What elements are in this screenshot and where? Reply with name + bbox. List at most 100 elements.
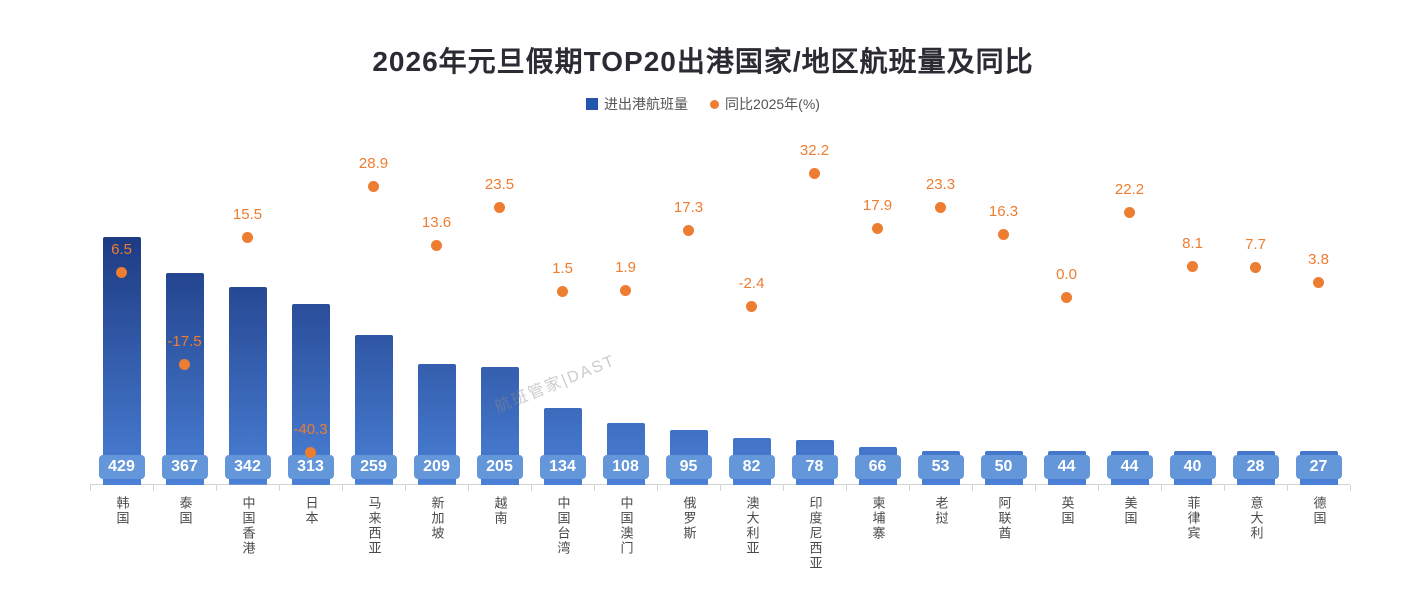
x-axis-label-text: 老挝 xyxy=(933,496,949,526)
axis-tick xyxy=(215,485,217,491)
yoy-value-label: 23.3 xyxy=(925,176,956,194)
x-axis-label: 俄罗斯 xyxy=(657,496,720,541)
legend-label-flight-volume: 进出港航班量 xyxy=(604,96,689,112)
x-axis-label: 老挝 xyxy=(909,496,972,526)
x-axis-label-text: 中国香港 xyxy=(240,496,256,556)
x-axis-label-text: 新加坡 xyxy=(429,496,445,541)
x-axis-label: 印度尼西亚 xyxy=(783,496,846,571)
axis-tick xyxy=(1349,485,1351,491)
x-axis-label: 韩国 xyxy=(90,496,153,526)
x-axis-label: 德国 xyxy=(1287,496,1350,526)
x-axis-label-text: 马来西亚 xyxy=(366,496,382,556)
axis-tick xyxy=(971,485,973,491)
chart-column-5: 259 28.9 马来西亚 xyxy=(342,130,405,556)
legend: 进出港航班量 同比2025年(%) xyxy=(0,94,1406,114)
yoy-dot xyxy=(179,359,190,371)
flight-volume-value-badge: 205 xyxy=(476,455,523,479)
chart-column-17: 44 22.2 美国 xyxy=(1098,130,1161,526)
x-axis-label: 英国 xyxy=(1035,496,1098,526)
x-axis-label: 阿联酋 xyxy=(972,496,1035,541)
yoy-value-label: 1.9 xyxy=(615,258,636,276)
axis-tick xyxy=(404,485,406,491)
axis-tick xyxy=(782,485,784,491)
chart-column-8: 134 1.5 中国台湾 xyxy=(531,130,594,556)
yoy-dot xyxy=(1313,277,1324,289)
flight-volume-bar xyxy=(102,237,141,485)
flight-volume-value-badge: 44 xyxy=(1106,455,1153,479)
flight-volume-bar xyxy=(165,272,204,485)
yoy-value-label: 17.3 xyxy=(673,199,704,217)
yoy-dot xyxy=(494,201,505,213)
flight-volume-value-badge: 108 xyxy=(602,455,649,479)
chart-title: 2026年元旦假期TOP20出港国家/地区航班量及同比 xyxy=(372,46,1034,77)
flight-volume-bar xyxy=(228,287,267,485)
flight-volume-value-badge: 53 xyxy=(917,455,964,479)
yoy-dot xyxy=(683,225,694,237)
flight-volume-value-badge: 209 xyxy=(413,455,460,479)
x-axis-label-text: 印度尼西亚 xyxy=(807,496,823,571)
x-axis-label: 中国台湾 xyxy=(531,496,594,556)
x-axis-label: 美国 xyxy=(1098,496,1161,526)
x-axis-label: 日本 xyxy=(279,496,342,526)
legend-item-flight-volume[interactable]: 进出港航班量 xyxy=(586,94,688,114)
chart-column-10: 95 17.3 俄罗斯 xyxy=(657,130,720,541)
chart-column-15: 50 16.3 阿联酋 xyxy=(972,130,1035,541)
axis-tick xyxy=(1223,485,1225,491)
yoy-dot xyxy=(1061,292,1072,303)
yoy-dot xyxy=(809,168,820,180)
yoy-dot xyxy=(872,223,883,235)
chart-column-6: 209 13.6 新加坡 xyxy=(405,130,468,541)
yoy-value-label: -40.3 xyxy=(293,421,328,439)
axis-tick xyxy=(530,485,532,491)
x-axis-label: 中国香港 xyxy=(216,496,279,556)
x-axis-label-text: 美国 xyxy=(1122,496,1138,526)
yoy-value-label: 7.7 xyxy=(1245,236,1266,254)
chart-column-19: 28 7.7 意大利 xyxy=(1224,130,1287,541)
yoy-dot xyxy=(431,239,442,251)
chart-column-1: 429 6.5 韩国 xyxy=(90,130,153,526)
legend-label-yoy: 同比2025年(%) xyxy=(725,96,820,112)
x-axis-label: 澳大利亚 xyxy=(720,496,783,556)
chart-column-13: 66 17.9 柬埔寨 xyxy=(846,130,909,541)
chart-column-14: 53 23.3 老挝 xyxy=(909,130,972,526)
yoy-dot xyxy=(1124,206,1135,218)
flight-volume-value-badge: 95 xyxy=(665,455,712,479)
chart-column-4: 313 -40.3 日本 xyxy=(279,130,342,526)
yoy-dot xyxy=(557,286,568,298)
yoy-value-label: -17.5 xyxy=(167,333,202,351)
legend-item-yoy[interactable]: 同比2025年(%) xyxy=(710,94,820,114)
yoy-dot xyxy=(620,284,631,296)
axis-tick xyxy=(656,485,658,491)
flight-volume-value-badge: 259 xyxy=(350,455,397,479)
axis-tick xyxy=(152,485,154,491)
plot-area: 航班管家|DAST 429 6.5 韩国 367 -17.5 泰国 342 15.5 中国香港 3… xyxy=(89,130,1351,571)
axis-tick xyxy=(278,485,280,491)
x-axis-label-text: 意大利 xyxy=(1248,496,1264,541)
yoy-dot xyxy=(368,180,379,192)
yoy-value-label: 6.5 xyxy=(111,240,132,258)
x-axis-label-text: 中国澳门 xyxy=(618,496,634,556)
x-axis-label-text: 柬埔寨 xyxy=(870,496,886,541)
flight-volume-value-badge: 27 xyxy=(1295,455,1342,479)
yoy-dot xyxy=(1250,262,1261,274)
yoy-value-label: 0.0 xyxy=(1056,266,1077,283)
flight-volume-value-badge: 134 xyxy=(539,455,586,479)
flight-volume-value-badge: 66 xyxy=(854,455,901,479)
yoy-dot xyxy=(998,229,1009,241)
x-axis-label-text: 泰国 xyxy=(177,496,193,526)
axis-tick xyxy=(89,485,91,491)
flight-volume-value-badge: 313 xyxy=(287,455,334,479)
yoy-dot xyxy=(305,447,316,459)
x-axis-label-text: 中国台湾 xyxy=(555,496,571,556)
axis-tick xyxy=(1097,485,1099,491)
axis-tick xyxy=(908,485,910,491)
axis-tick xyxy=(467,485,469,491)
chart-column-20: 27 3.8 德国 xyxy=(1287,130,1350,526)
yoy-value-label: 1.5 xyxy=(552,260,573,278)
bar-series-marker-icon xyxy=(586,98,599,110)
x-axis-label-text: 阿联酋 xyxy=(996,496,1012,541)
x-axis-label-text: 德国 xyxy=(1311,496,1327,526)
flight-volume-value-badge: 342 xyxy=(224,455,271,479)
yoy-dot xyxy=(242,232,253,244)
